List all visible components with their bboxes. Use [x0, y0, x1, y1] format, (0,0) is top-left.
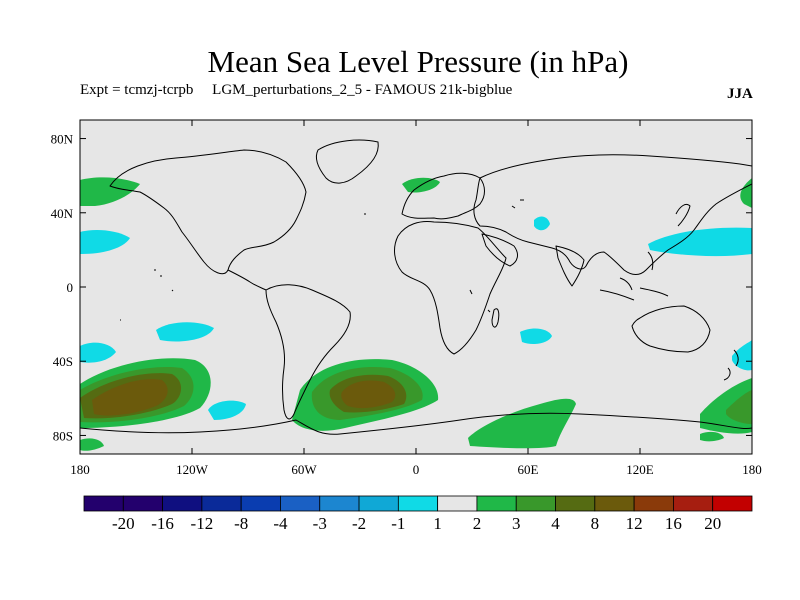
x-tick-label: 120E [626, 462, 654, 477]
colorbar-label: 20 [704, 514, 721, 533]
colorbar-label: 8 [591, 514, 600, 533]
positive-region-north-pacific-west [80, 177, 140, 206]
colorbar-label: -16 [151, 514, 174, 533]
colorbar-label: -12 [191, 514, 214, 533]
colorbar-label: -20 [112, 514, 135, 533]
negative-region-northeast-pacific [80, 230, 130, 254]
coastline-north-america [109, 149, 307, 275]
negative-region-south-indian [520, 328, 552, 344]
coastline-europe [401, 172, 485, 220]
y-tick-label: 80S [53, 428, 73, 443]
colorbar-swatch [397, 495, 439, 512]
page-title: Mean Sea Level Pressure (in hPa) [207, 44, 629, 79]
coastline-africa [394, 221, 507, 355]
negative-region-northwest-pacific [648, 227, 752, 257]
colorbar-swatch [280, 495, 321, 512]
colorbar-label: -1 [391, 514, 405, 533]
experiment-subtitle: Expt = tcmzj-tcrpb LGM_perturbations_2_5… [80, 82, 513, 98]
anomaly-shading [80, 177, 752, 451]
colorbar-swatch [162, 495, 203, 512]
x-tick-label: 120W [176, 462, 209, 477]
colorbar-swatch [201, 495, 242, 512]
x-tick-label: 0 [413, 462, 420, 477]
y-tick-label: 40S [53, 354, 73, 369]
colorbar-label: -4 [273, 514, 288, 533]
x-axis: 180 120W 60W 0 60E 120E 180 [70, 120, 762, 477]
colorbar-swatch [712, 495, 753, 512]
coastline-australia [631, 305, 711, 353]
x-tick-label: 60W [291, 462, 317, 477]
positive-region-southwest-pacific-l3 [726, 390, 752, 424]
coastline-small-islands [120, 199, 524, 321]
coastline-asia [473, 154, 752, 275]
coastline-philippines [647, 251, 654, 271]
positive-region-southeast-pacific-l5 [92, 379, 168, 416]
coastline-japan [675, 203, 691, 227]
coastline-antarctica [80, 412, 752, 435]
colorbar-label: -8 [234, 514, 248, 533]
y-tick-label: 40N [51, 206, 74, 221]
colorbar-swatch [594, 495, 635, 512]
colorbar: -20 -16 -12 -8 -4 -3 -2 -1 1 2 3 4 8 12 16 20 [83, 495, 753, 533]
colorbar-label: 1 [433, 514, 442, 533]
colorbar-label: -3 [313, 514, 327, 533]
coastlines [80, 139, 752, 435]
colorbar-swatch [358, 495, 399, 512]
colorbar-swatch [476, 495, 517, 512]
negative-region-east-of-australia [732, 340, 752, 371]
coastline-madagascar [491, 308, 500, 328]
colorbar-label: 4 [551, 514, 560, 533]
positive-region-south-atlantic-l5 [341, 380, 396, 409]
coastline-central-america [227, 269, 267, 291]
colorbar-swatch [673, 495, 714, 512]
x-tick-label: 180 [70, 462, 90, 477]
coastline-new-zealand [723, 349, 739, 381]
negative-region-south-of-south-america [208, 400, 246, 420]
coastline-arabia [481, 233, 518, 267]
colorbar-label: -2 [352, 514, 366, 533]
positive-region-south-indian [468, 398, 576, 449]
y-tick-label: 80N [51, 132, 74, 147]
coastline-indonesia [599, 277, 669, 301]
colorbar-label: 16 [665, 514, 682, 533]
positive-region-ross-sea [700, 431, 724, 442]
y-tick-label: 0 [67, 280, 74, 295]
colorbar-swatch [633, 495, 674, 512]
negative-region-southeast-pacific-subtropics [156, 322, 214, 342]
coastline-greenland [315, 139, 379, 184]
colorbar-swatch [515, 495, 556, 512]
colorbar-swatch [240, 495, 281, 512]
colorbar-swatch [83, 495, 124, 512]
colorbar-label: 3 [512, 514, 521, 533]
coastline-south-america [265, 284, 351, 420]
x-tick-label: 60E [518, 462, 539, 477]
negative-region-south-pacific-west [80, 342, 116, 363]
positive-region-antarctic-edge [80, 438, 104, 451]
colorbar-label: 2 [473, 514, 482, 533]
negative-region-central-asia [534, 216, 550, 231]
colorbar-label: 12 [626, 514, 643, 533]
colorbar-swatch [437, 495, 478, 512]
y-axis: 80N 40N 0 40S 80S [51, 132, 752, 443]
season-label: JJA [727, 86, 753, 102]
coastline-india [555, 245, 585, 287]
colorbar-swatch [555, 495, 596, 512]
x-tick-label: 180 [742, 462, 762, 477]
colorbar-swatch [122, 495, 163, 512]
colorbar-swatch [319, 495, 360, 512]
